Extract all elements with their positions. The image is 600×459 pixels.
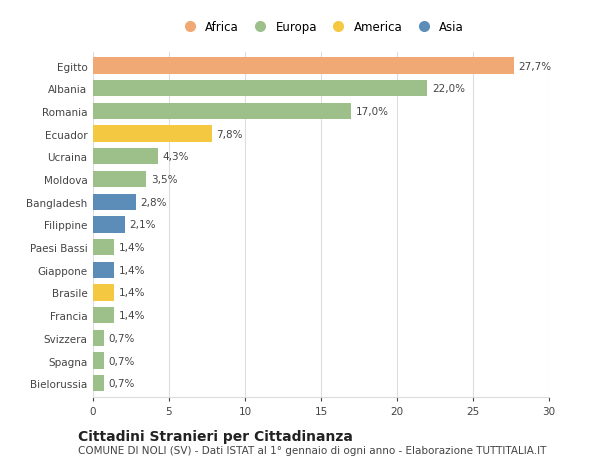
Text: COMUNE DI NOLI (SV) - Dati ISTAT al 1° gennaio di ogni anno - Elaborazione TUTTI: COMUNE DI NOLI (SV) - Dati ISTAT al 1° g…	[78, 445, 547, 455]
Text: 0,7%: 0,7%	[108, 356, 134, 366]
Text: 7,8%: 7,8%	[216, 129, 242, 140]
Bar	[93, 149, 158, 165]
Text: 1,4%: 1,4%	[119, 265, 145, 275]
Bar	[93, 375, 104, 392]
Bar	[93, 262, 114, 278]
Text: 27,7%: 27,7%	[518, 62, 552, 71]
Bar	[93, 330, 104, 346]
Text: 1,4%: 1,4%	[119, 288, 145, 298]
Bar	[93, 126, 212, 142]
Text: 0,7%: 0,7%	[108, 379, 134, 388]
Bar	[93, 217, 125, 233]
Text: 17,0%: 17,0%	[356, 106, 389, 117]
Text: 1,4%: 1,4%	[119, 242, 145, 252]
Bar	[93, 240, 114, 256]
Text: 2,1%: 2,1%	[130, 220, 156, 230]
Bar	[93, 194, 136, 210]
Bar	[93, 104, 352, 120]
Text: 0,7%: 0,7%	[108, 333, 134, 343]
Text: Cittadini Stranieri per Cittadinanza: Cittadini Stranieri per Cittadinanza	[78, 429, 353, 443]
Bar	[93, 353, 104, 369]
Legend: Africa, Europa, America, Asia: Africa, Europa, America, Asia	[178, 21, 464, 34]
Text: 2,8%: 2,8%	[140, 197, 167, 207]
Text: 22,0%: 22,0%	[432, 84, 465, 94]
Bar	[93, 81, 427, 97]
Bar	[93, 172, 146, 188]
Bar	[93, 285, 114, 301]
Text: 3,5%: 3,5%	[151, 174, 177, 185]
Bar	[93, 58, 514, 74]
Text: 1,4%: 1,4%	[119, 310, 145, 320]
Text: 4,3%: 4,3%	[163, 152, 190, 162]
Bar	[93, 308, 114, 324]
